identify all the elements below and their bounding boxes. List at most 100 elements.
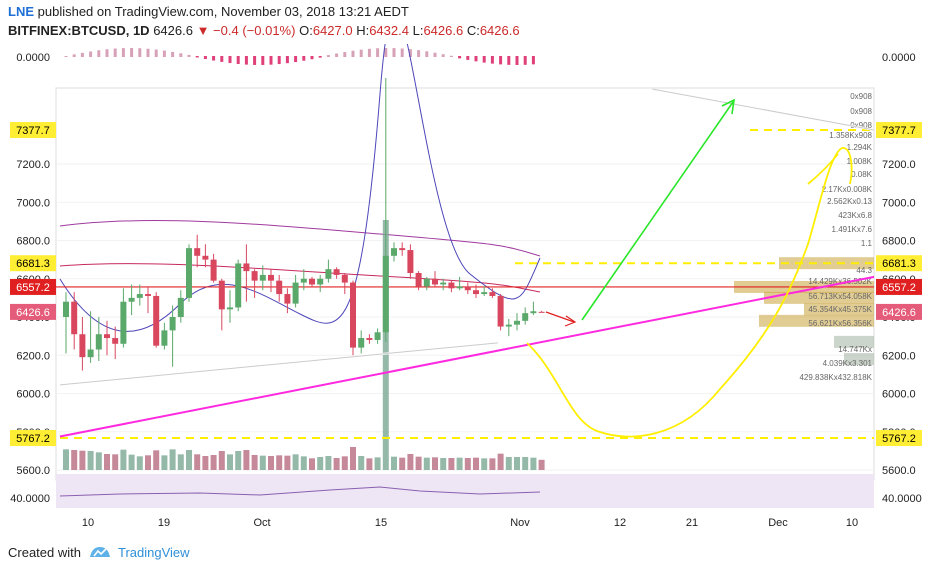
candle-body [350,282,356,348]
volume-bar [358,456,365,470]
volume-bar [366,458,373,470]
x-tick: 12 [614,517,626,529]
candle-body [514,320,520,325]
price-label-box [876,255,922,272]
volume-bar [243,450,250,470]
price-label-box-left [10,122,56,139]
oscillator-bar [89,51,93,57]
volume-bar [186,450,192,470]
oscillator-bar [376,48,380,57]
candle-body [432,278,438,285]
volume-profile-bar [804,303,874,316]
candle-body [374,332,381,340]
oscillator-bar [277,56,281,65]
price-label-box-left [10,278,56,295]
y-tick-left: 7000.0 [16,197,50,209]
author-name[interactable]: LNE [8,4,34,19]
candle-body [333,269,340,275]
oscillator-bar [490,56,494,64]
volume-profile-label: 1.008K [847,157,873,166]
volume-profile-label: 0x908 [850,92,872,101]
price-label-box-left [10,255,56,272]
oscillator-bar [318,56,322,58]
low-label: L: [412,23,424,38]
volume-bar [374,457,381,470]
x-tick: 10 [82,517,94,529]
high-value: 6432.4 [369,23,409,38]
volume-bar [161,455,168,470]
footer: Created with TradingView [0,540,934,566]
candle-body [136,294,143,298]
osc-bottom-right-label: 40.0000 [882,493,922,505]
oscillator-bar [417,50,421,57]
oscillator-bar [392,48,396,57]
candle-body [153,295,160,346]
y-tick-right: 6200.0 [882,350,916,362]
oscillator-top-pane: 0.0000 0.0000 [16,46,916,84]
last-price: 6426.6 [153,23,193,38]
candle-body [259,274,266,281]
volume-bar [341,456,348,470]
volume-bars [63,220,545,470]
oscillator-bar [507,56,511,65]
volume-bar [317,457,324,470]
oscillator-bar [253,56,257,65]
oscillator-bottom-pane: 40.0000 40.0000 [10,474,922,508]
volume-bar [284,455,291,470]
volume-profile-label: 45.354Kx45.375K [808,305,872,314]
volume-bar [333,458,340,470]
volume-bar [218,451,225,470]
candle-body [489,292,496,296]
candle-body [522,313,529,321]
volume-profile-label: 56.621Kx56.356K [808,319,872,328]
volume-bar [440,458,447,470]
oscillator-bar [179,53,183,57]
candle-body [71,301,78,335]
resistance-white-line [651,88,875,131]
volume-profile-bar [834,335,874,348]
price-label-text: 6681.3 [882,258,916,270]
tradingview-logo-icon[interactable] [88,543,112,559]
x-axis: 10 19 Oct 15 Nov 12 21 Dec 10 [82,517,858,529]
oscillator-bar [499,56,503,65]
osc-top-right-label: 0.0000 [882,52,916,64]
volume-bar [169,449,176,470]
y-tick-left: 6200.0 [16,350,50,362]
oscillator-bar [80,52,84,57]
candle-body [186,248,192,298]
candle-body [95,334,102,350]
volume-bar [300,456,307,470]
oscillator-bar [105,49,109,57]
volume-profile-label: 14.429Kx36.502K [808,277,872,286]
volume-bar [202,456,209,470]
y-tick-right: 6800.0 [882,236,916,248]
y-tick-right: 6000.0 [882,389,916,401]
volume-bar [104,454,110,470]
price-chart[interactable]: 0.0000 0.0000 7200.07000.06800.06600.064… [0,10,934,532]
oscillator-bar [162,50,166,57]
close-value: 6426.6 [479,23,520,38]
volume-profile-label: 1.294K [847,143,873,152]
volume-profile-label: 423Kx6.8 [838,211,872,220]
chart-area[interactable]: 0.0000 0.0000 7200.07000.06800.06600.064… [0,10,934,532]
oscillator-bar [228,56,232,64]
x-tick: 21 [686,517,698,529]
oscillator-bar [113,48,117,57]
oscillator-bar [171,51,175,57]
volume-profile-label: 1.491Kx7.6 [832,225,873,234]
candle-body [407,250,414,274]
volume-bar [87,451,94,470]
candle-body [440,282,447,285]
candle-body [366,338,373,340]
oscillator-bar [441,54,445,57]
tradingview-link[interactable]: TradingView [118,545,190,560]
volume-profile-bar [764,291,874,304]
symbol-name: BITFINEX:BTCUSD, 1D [8,23,150,38]
price-label-text: 5767.2 [882,433,916,445]
candle-body [448,282,455,289]
volume-bar [481,458,488,470]
price-label-box [876,430,922,447]
volume-profile-label: 1.1 [861,239,873,248]
volume-bar [497,453,504,470]
chart-header: LNE published on TradingView.com, Novemb… [0,0,934,44]
